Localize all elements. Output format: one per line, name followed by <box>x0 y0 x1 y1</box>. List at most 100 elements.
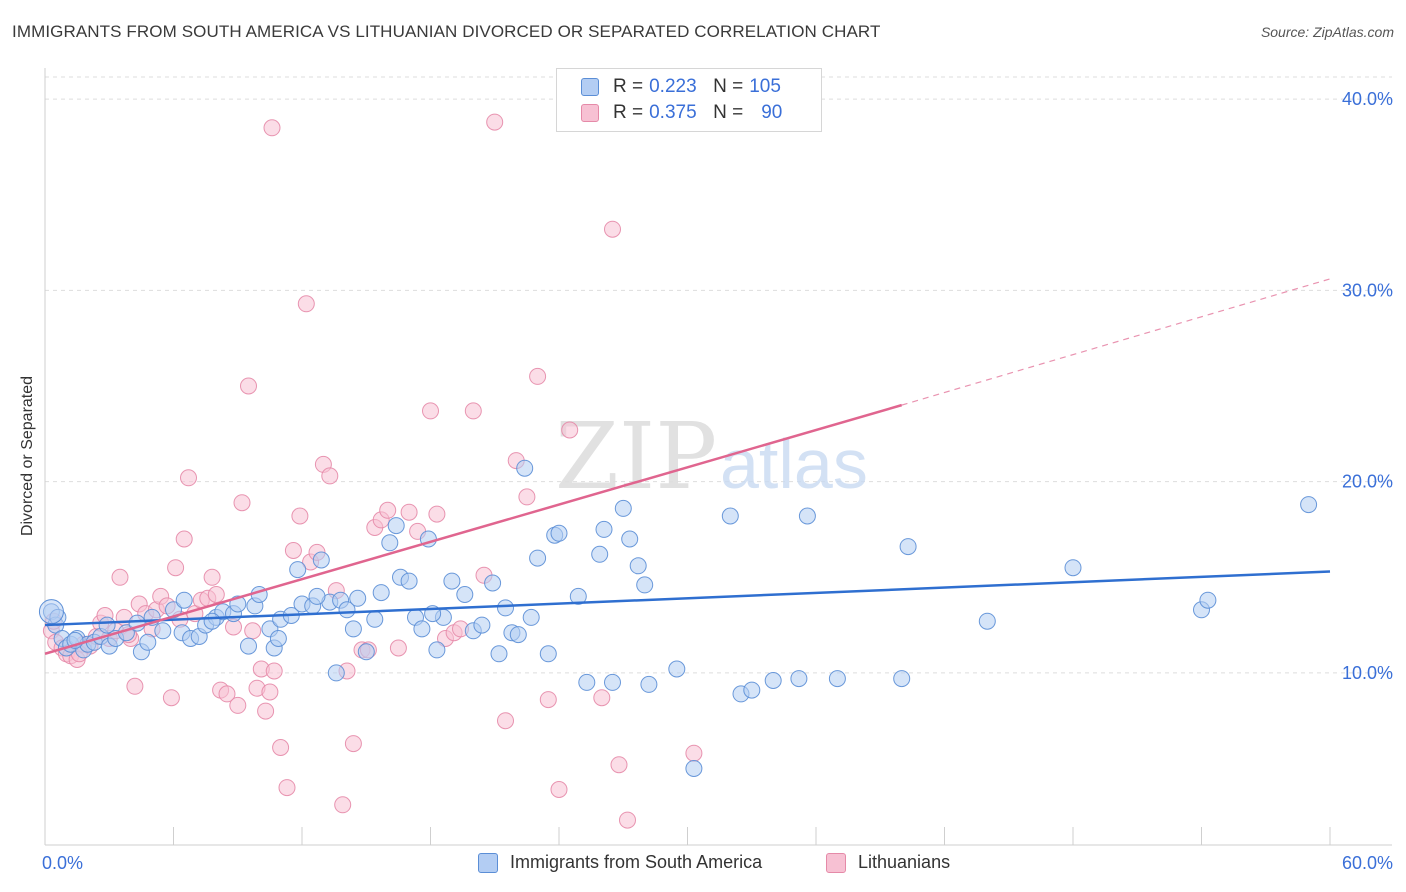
blue-point <box>595 520 613 538</box>
pink-point <box>203 568 221 586</box>
pink-point <box>422 402 439 420</box>
blue-point <box>522 608 540 626</box>
pink-point <box>207 586 225 603</box>
blue-point <box>629 557 647 575</box>
pink-point <box>272 739 290 756</box>
blue-point <box>539 645 557 663</box>
y-tick-label: 30.0% <box>1342 280 1393 300</box>
series-legend: Immigrants from South America Lithuanian… <box>0 852 1406 876</box>
blue-point <box>175 591 193 609</box>
blue-point <box>529 549 547 567</box>
legend-r-value: 0.375 <box>649 102 697 123</box>
stats-legend: R = 0.223 N = 105 R = 0.375 N = 90 <box>556 68 822 132</box>
series-swatch-blue <box>478 852 498 873</box>
pink-point <box>167 559 185 577</box>
legend-row-pink: R = 0.375 N = 90 <box>581 101 782 125</box>
blue-point <box>484 574 502 592</box>
y-tick-label: 20.0% <box>1342 472 1393 492</box>
blue-point <box>1300 496 1318 514</box>
blue-point <box>621 530 639 548</box>
legend-r-label: R = <box>613 102 644 123</box>
pink-point <box>218 685 236 703</box>
blue-point <box>413 620 431 638</box>
blue-point <box>636 576 654 594</box>
legend-swatch-blue <box>581 78 599 96</box>
legend-n-label: N = <box>713 76 744 97</box>
blue-point <box>490 645 508 663</box>
blue-point <box>372 584 390 602</box>
pink-point <box>126 677 144 695</box>
blue-point <box>269 630 287 647</box>
pink-point <box>162 689 180 707</box>
blue-point <box>38 599 64 625</box>
tick-label-layer: 10.0% 20.0% 30.0% 40.0% 0.0% 60.0% <box>42 89 1393 873</box>
pink-point <box>604 220 621 238</box>
y-tick-label: 40.0% <box>1342 89 1393 109</box>
pink-point <box>464 402 482 420</box>
source-credit: Source: ZipAtlas.com <box>1260 24 1394 40</box>
points-layer <box>38 113 1318 829</box>
axis-layer <box>44 68 1392 846</box>
legend-row-blue: R = 0.223 N = 105 <box>581 75 781 99</box>
pink-point <box>400 503 418 521</box>
blue-point <box>428 641 446 659</box>
blue-point <box>569 587 587 605</box>
pink-point <box>497 712 514 730</box>
blue-point <box>591 545 609 563</box>
pink-point <box>685 744 703 762</box>
blue-point <box>578 673 596 691</box>
trendline-lithuanians-extension <box>901 278 1331 406</box>
blue-point <box>604 673 621 691</box>
blue-point <box>1064 559 1082 577</box>
blue-point <box>473 616 491 634</box>
pink-point <box>610 756 628 774</box>
watermark-zip: ZIP <box>555 403 717 510</box>
pink-point <box>180 469 197 487</box>
legend-n-value: 90 <box>761 102 783 123</box>
blue-point <box>308 587 326 605</box>
series-swatch-pink <box>826 852 846 873</box>
legend-n-label: N = <box>713 102 744 123</box>
blue-point <box>614 499 632 517</box>
blue-point <box>203 612 221 630</box>
series-legend-item-lithuanians[interactable]: Lithuanians <box>826 852 950 873</box>
pink-point <box>334 796 352 814</box>
grid-layer <box>45 76 1392 674</box>
pink-point <box>261 683 279 701</box>
pink-point <box>278 779 296 797</box>
trend-layer <box>44 278 1331 655</box>
blue-point <box>357 643 375 661</box>
blue-point <box>366 610 384 628</box>
blue-point <box>828 670 846 688</box>
blue-point <box>743 681 761 699</box>
pink-point <box>229 696 247 714</box>
blue-point <box>790 670 808 688</box>
series-legend-label: Lithuanians <box>858 852 951 872</box>
blue-point <box>289 561 307 579</box>
pink-point <box>550 781 568 798</box>
blue-point <box>240 637 257 655</box>
blue-point <box>98 616 116 634</box>
pink-point <box>111 568 129 586</box>
blue-point <box>312 551 330 569</box>
blue-point <box>400 572 418 590</box>
pink-point <box>233 494 251 512</box>
blue-point <box>387 517 405 535</box>
pink-point <box>389 639 407 657</box>
pink-point <box>561 421 579 439</box>
legend-r-value: 0.223 <box>649 76 697 97</box>
blue-point <box>381 534 399 552</box>
pink-point <box>257 702 275 720</box>
blue-point <box>764 672 782 689</box>
pink-point <box>175 530 193 548</box>
blue-point <box>154 622 172 640</box>
blue-point <box>139 633 157 651</box>
pink-point <box>244 622 262 640</box>
trendline-lithuanians <box>44 403 903 655</box>
series-legend-label: Immigrants from South America <box>510 852 763 872</box>
blue-point <box>497 599 514 617</box>
pink-point <box>321 467 339 485</box>
blue-point <box>550 524 568 542</box>
series-legend-item-south-america[interactable]: Immigrants from South America <box>478 852 762 873</box>
